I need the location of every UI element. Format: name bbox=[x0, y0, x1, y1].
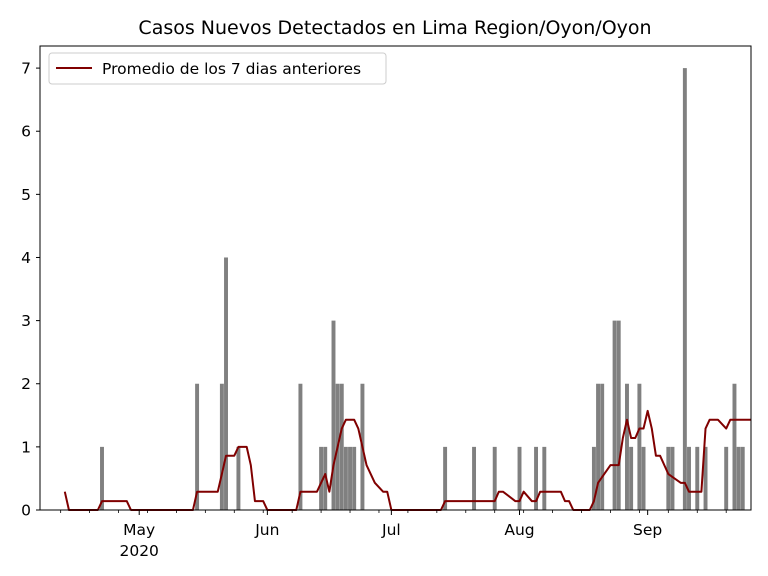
bar bbox=[616, 320, 621, 510]
bar bbox=[236, 446, 241, 510]
x-tick-label: Aug bbox=[504, 521, 534, 539]
bar bbox=[670, 446, 675, 510]
bar bbox=[596, 383, 601, 510]
x-axis: May 2020 Jun Jul Aug Sep bbox=[60, 510, 727, 560]
bar bbox=[323, 446, 328, 510]
y-tick-label: 7 bbox=[21, 60, 31, 78]
y-tick-label: 4 bbox=[21, 249, 31, 267]
bar bbox=[219, 383, 224, 510]
bar bbox=[695, 446, 700, 510]
bar bbox=[352, 446, 357, 510]
bar bbox=[591, 446, 596, 510]
y-tick-label: 6 bbox=[21, 123, 31, 141]
bar bbox=[732, 383, 737, 510]
x-tick-label: May bbox=[123, 521, 155, 539]
bar bbox=[600, 383, 605, 510]
bar bbox=[542, 446, 547, 510]
bar bbox=[736, 446, 741, 510]
line-layer bbox=[63, 409, 751, 511]
legend-box bbox=[48, 52, 387, 85]
legend: Promedio de los 7 dias anteriores bbox=[48, 52, 387, 85]
bar bbox=[348, 446, 352, 510]
bar bbox=[637, 383, 642, 510]
bar bbox=[100, 446, 104, 510]
bar bbox=[682, 68, 687, 510]
bar bbox=[740, 446, 745, 510]
y-tick-label: 1 bbox=[21, 438, 31, 456]
y-axis: 0 1 2 3 4 5 6 7 bbox=[21, 60, 40, 520]
bar bbox=[612, 320, 617, 510]
legend-label-average: Promedio de los 7 dias anteriores bbox=[102, 60, 361, 78]
bar bbox=[319, 446, 324, 510]
bar bbox=[534, 446, 539, 510]
y-tick-label: 0 bbox=[21, 502, 31, 520]
bar bbox=[472, 446, 477, 510]
x-tick-label: Jul bbox=[381, 521, 401, 539]
plot-frame bbox=[39, 45, 752, 511]
bar-layer bbox=[100, 68, 745, 510]
x-tick-sublabel: 2020 bbox=[119, 542, 158, 560]
bar bbox=[641, 446, 646, 510]
bar bbox=[224, 257, 228, 510]
y-tick-label: 5 bbox=[21, 186, 31, 204]
bar bbox=[629, 446, 634, 510]
x-tick-label: Sep bbox=[633, 521, 662, 539]
bar bbox=[331, 320, 336, 510]
average-line bbox=[63, 409, 751, 511]
x-tick-label: Jun bbox=[254, 521, 279, 539]
y-tick-label: 2 bbox=[21, 375, 31, 393]
bar bbox=[492, 446, 497, 510]
bar bbox=[666, 446, 671, 510]
bar bbox=[724, 446, 729, 510]
bar bbox=[625, 383, 629, 510]
bar bbox=[443, 446, 448, 510]
bar bbox=[517, 446, 522, 510]
chart-title: Casos Nuevos Detectados en Lima Region/O… bbox=[138, 17, 651, 39]
bar bbox=[298, 383, 303, 510]
y-tick-label: 3 bbox=[21, 312, 31, 330]
bar bbox=[195, 383, 200, 510]
bar bbox=[687, 446, 691, 510]
bar bbox=[703, 446, 708, 510]
bar bbox=[343, 446, 348, 510]
bar bbox=[339, 383, 344, 510]
